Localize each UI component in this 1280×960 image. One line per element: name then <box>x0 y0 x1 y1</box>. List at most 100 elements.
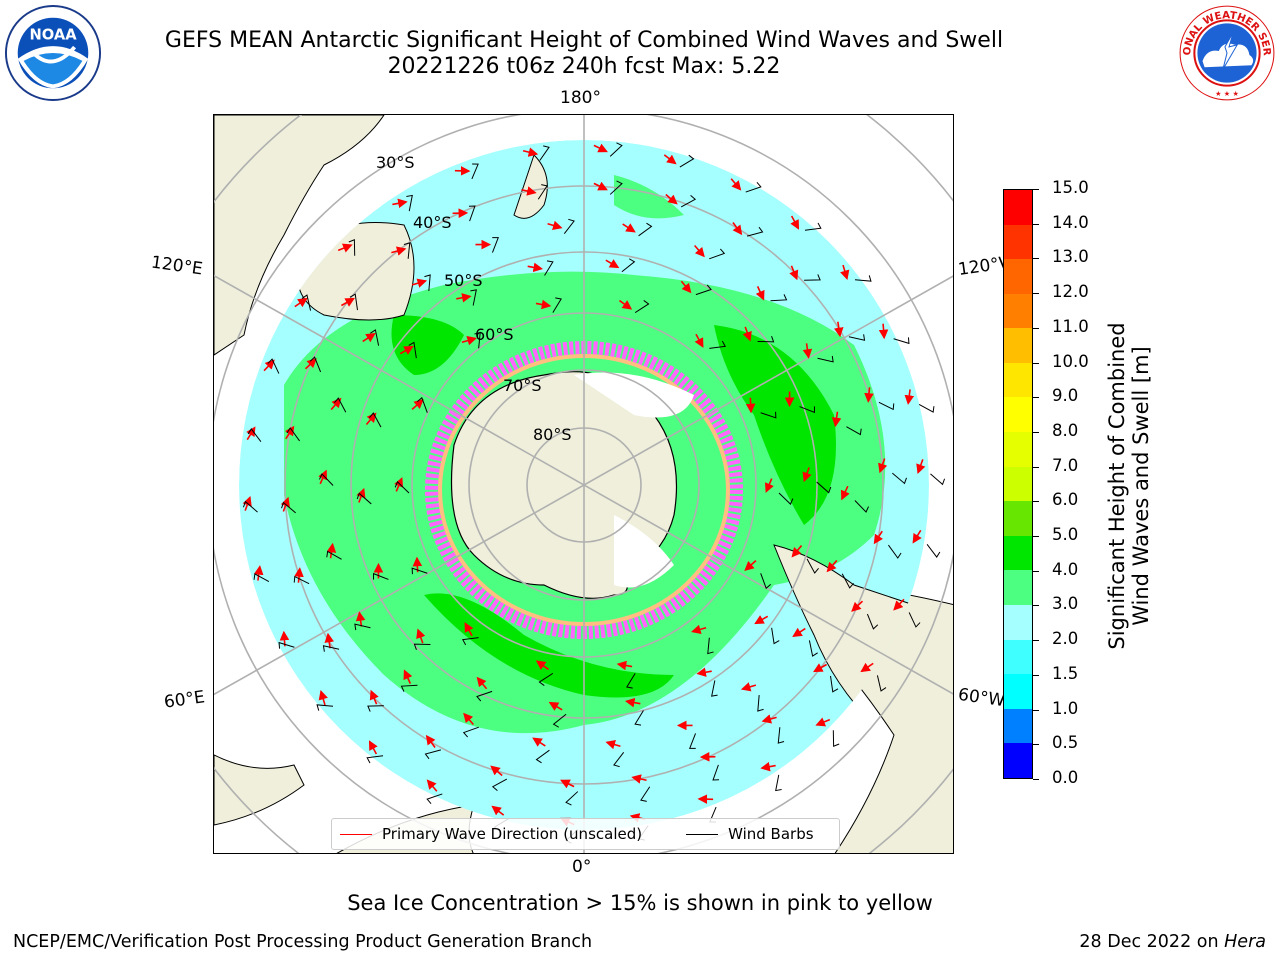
wave-arrow <box>754 615 769 625</box>
wave-arrow <box>593 143 608 153</box>
colorbar-segment <box>1004 362 1032 398</box>
colorbar-segment <box>1004 259 1032 294</box>
wave-arrow <box>324 632 334 649</box>
colorbar-tick-mark <box>1033 223 1039 225</box>
wave-arrow <box>368 740 378 755</box>
wave-arrow <box>631 774 647 784</box>
wave-arrow <box>840 264 850 281</box>
wind-barb <box>757 695 764 712</box>
wind-barb <box>416 396 428 413</box>
wave-arrow <box>792 627 806 638</box>
colorbar-segment <box>1004 224 1032 260</box>
wave-arrow <box>490 765 503 777</box>
wave-arrow <box>456 293 472 303</box>
wind-barb <box>468 205 476 222</box>
wave-arrow <box>362 332 376 343</box>
colorbar-tick-mark <box>1033 293 1039 295</box>
wind-barb <box>808 640 818 657</box>
colorbar-tick-mark <box>1033 640 1039 642</box>
colorbar-segment <box>1004 466 1032 502</box>
wind-barb <box>816 481 832 494</box>
colorbar-segment <box>1004 605 1032 640</box>
colorbar-tick-label: 0.5 <box>1052 733 1079 753</box>
colorbar-label-line1: Significant Height of Combined <box>1105 322 1129 650</box>
lon-label-60w: 60°W <box>956 684 1007 712</box>
wave-arrow <box>624 697 641 708</box>
wind-barb <box>538 672 554 686</box>
wind-barb <box>680 195 697 208</box>
wave-arrow <box>802 467 812 483</box>
colorbar-label: Significant Height of Combined Wind Wave… <box>1105 286 1153 686</box>
colorbar-tick-mark <box>1033 674 1039 676</box>
wave-arrow <box>294 297 308 308</box>
wind-barb <box>281 501 296 514</box>
wind-barb <box>775 774 782 792</box>
colorbar-tick-label: 9.0 <box>1052 386 1079 406</box>
wind-barb <box>267 358 280 374</box>
wind-barb <box>322 645 340 652</box>
colorbar-tick-label: 11.0 <box>1052 316 1089 336</box>
wind-barb <box>745 181 762 193</box>
legend-label-wind-barbs: Wind Barbs <box>728 825 814 843</box>
lat-label-50s: 50°S <box>444 271 483 290</box>
colorbar-label-line2: Wind Waves and Swell [m] <box>1129 346 1153 626</box>
wave-arrow <box>745 397 756 414</box>
colorbar <box>1003 189 1033 779</box>
wave-arrow <box>893 598 905 611</box>
colorbar-segment <box>1004 639 1032 675</box>
colorbar-tick-label: 13.0 <box>1052 247 1089 267</box>
wave-arrow <box>411 278 428 288</box>
wave-arrow <box>318 469 328 485</box>
wave-arrow <box>616 660 633 671</box>
wind-barb <box>621 258 636 273</box>
wind-barb <box>426 793 443 805</box>
wave-arrow <box>730 178 742 191</box>
wind-barb <box>366 755 384 764</box>
wind-barb <box>930 473 946 486</box>
wind-barb <box>846 426 862 436</box>
wave-arrow <box>761 714 777 724</box>
wave-arrow <box>680 280 692 294</box>
colorbar-tick-mark <box>1033 536 1039 538</box>
wave-arrow <box>547 220 563 231</box>
graticule <box>214 115 953 853</box>
wind-barb <box>565 791 579 806</box>
wave-arrow <box>605 739 621 750</box>
wind-barb <box>746 226 764 237</box>
wind-barb <box>406 194 413 212</box>
wave-arrow <box>691 624 707 634</box>
wind-barb <box>253 573 270 583</box>
wave-arrow <box>464 622 474 637</box>
wind-barb <box>638 222 653 237</box>
colorbar-segment <box>1004 397 1032 433</box>
wind-barb <box>711 680 718 697</box>
wind-barb <box>319 473 334 486</box>
wave-arrow <box>696 667 712 677</box>
legend-item-wind-barbs: Wind Barbs <box>678 825 814 843</box>
run-date: 28 Dec 2022 on Hera <box>1079 932 1266 952</box>
wind-barb <box>278 641 295 649</box>
noaa-logo-text: NOAA <box>29 26 77 43</box>
chart-subtitle: 20221226 t06z 240h fcst Max: 5.22 <box>387 54 781 79</box>
wind-barb <box>461 637 479 646</box>
wind-barb <box>707 637 714 655</box>
wind-barb <box>892 472 907 485</box>
lon-label-120e: 120°E <box>149 252 204 280</box>
wind-barb <box>356 492 372 505</box>
wind-barb <box>474 331 481 349</box>
wind-barb <box>817 355 834 363</box>
colorbar-segment <box>1004 432 1032 467</box>
wind-barb <box>806 558 819 574</box>
wave-arrow <box>860 662 874 673</box>
legend-label-wave-direction: Primary Wave Direction (unscaled) <box>382 825 643 843</box>
wave-arrow <box>904 389 915 405</box>
wave-arrow <box>340 297 355 307</box>
lat-label-60s: 60°S <box>475 325 514 344</box>
wave-arrow <box>304 358 317 370</box>
wind-barb <box>854 275 872 282</box>
wind-barb <box>537 184 548 200</box>
colorbar-tick-label: 4.0 <box>1052 559 1079 579</box>
wind-barb <box>326 550 342 560</box>
wind-barb <box>770 294 788 302</box>
wave-arrow <box>834 321 844 338</box>
